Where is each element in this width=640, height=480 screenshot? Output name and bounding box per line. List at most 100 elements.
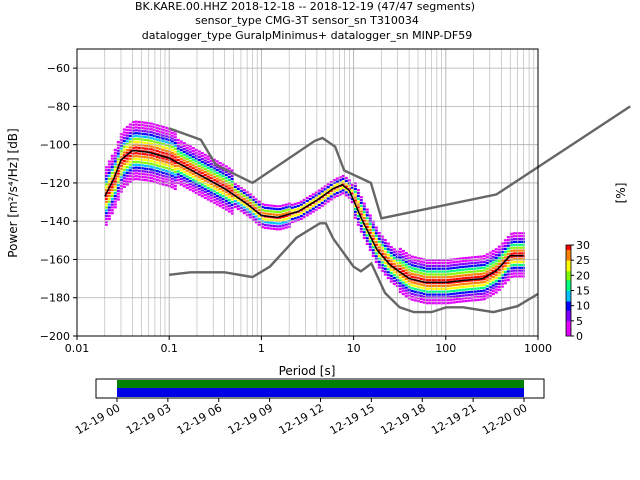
density-cell	[293, 217, 297, 220]
density-cell	[413, 264, 417, 268]
density-cell	[521, 252, 525, 255]
density-cell	[476, 295, 480, 299]
density-cell	[500, 251, 504, 254]
density-cell	[221, 172, 225, 175]
density-cell	[353, 185, 357, 188]
density-cell	[110, 197, 114, 200]
density-cell	[131, 161, 135, 164]
density-cell	[191, 158, 195, 161]
density-cell	[500, 265, 504, 268]
density-cell	[329, 195, 333, 198]
density-cell	[119, 150, 123, 153]
density-cell	[326, 197, 330, 200]
density-cell	[332, 178, 336, 182]
density-cell	[194, 180, 198, 183]
density-cell	[299, 212, 303, 215]
density-cell	[506, 236, 510, 239]
density-cell	[521, 243, 525, 246]
density-cell	[455, 292, 459, 295]
density-cell	[398, 290, 402, 294]
density-cell	[455, 257, 459, 261]
density-cell	[170, 171, 174, 175]
colorbar-segment	[566, 322, 571, 325]
density-cell	[293, 214, 297, 217]
density-cell	[356, 189, 360, 192]
density-cell	[491, 284, 495, 287]
density-cell	[266, 221, 270, 224]
density-cell	[383, 256, 387, 259]
density-cell	[230, 175, 234, 178]
density-cell	[509, 272, 513, 276]
density-cell	[128, 134, 132, 138]
title-line-3: datalogger_type GuralpMinimus+ datalogge…	[142, 29, 473, 42]
title-line-2: sensor_type CMG-3T sensor_sn T310034	[195, 14, 419, 27]
density-cell	[371, 226, 375, 229]
density-cell	[191, 152, 195, 155]
density-cell	[473, 281, 477, 284]
density-cell	[140, 127, 144, 130]
density-cell	[113, 160, 117, 163]
density-cell	[512, 246, 516, 249]
density-cell	[512, 269, 516, 272]
density-cell	[413, 270, 417, 273]
density-cell	[128, 180, 132, 183]
density-cell	[284, 220, 288, 223]
density-cell	[413, 299, 417, 302]
density-cell	[449, 272, 453, 276]
density-cell	[164, 175, 168, 178]
density-cell	[509, 252, 513, 256]
density-cell	[464, 294, 468, 297]
density-cell	[389, 246, 393, 249]
density-cell	[149, 177, 153, 180]
density-cell	[326, 186, 330, 189]
time-tick-label: 12-19 03	[124, 401, 173, 437]
density-cell	[404, 260, 408, 263]
density-cell	[230, 198, 234, 201]
density-cell	[419, 266, 423, 269]
density-cell	[173, 187, 177, 191]
density-cell	[491, 264, 495, 267]
density-cell	[446, 261, 450, 264]
density-cell	[443, 259, 447, 262]
density-cell	[155, 129, 159, 133]
density-cell	[260, 205, 264, 209]
density-cell	[152, 146, 156, 149]
density-cell	[335, 189, 339, 192]
density-cell	[365, 217, 369, 220]
density-cell	[374, 238, 378, 241]
density-cell	[230, 169, 234, 172]
density-cell	[362, 231, 366, 234]
density-cell	[392, 262, 396, 265]
density-cell	[107, 180, 111, 183]
density-cell	[128, 172, 132, 175]
density-cell	[479, 278, 483, 281]
colorbar-segment	[566, 290, 571, 293]
density-cell	[467, 279, 471, 282]
colorbar-segment	[566, 308, 571, 311]
density-cell	[227, 184, 231, 187]
density-cell	[188, 171, 192, 174]
density-cell	[371, 249, 375, 252]
density-cell	[248, 216, 252, 219]
density-cell	[518, 238, 522, 241]
density-cell	[179, 140, 183, 143]
density-cell	[161, 151, 165, 154]
density-cell	[251, 215, 255, 219]
density-cell	[218, 170, 222, 173]
density-cell	[413, 273, 417, 276]
density-cell	[353, 208, 357, 211]
density-cell	[452, 281, 456, 284]
density-cell	[473, 290, 477, 293]
density-cell	[302, 204, 306, 207]
density-cell	[203, 193, 207, 197]
density-cell	[476, 281, 480, 284]
density-cell	[281, 224, 285, 227]
density-cell	[206, 161, 210, 164]
density-cell	[155, 155, 159, 158]
density-cell	[254, 198, 258, 201]
density-cell	[323, 202, 327, 205]
density-cell	[497, 262, 501, 265]
density-cell	[134, 123, 138, 126]
density-cell	[224, 176, 228, 179]
density-cell	[392, 277, 396, 280]
